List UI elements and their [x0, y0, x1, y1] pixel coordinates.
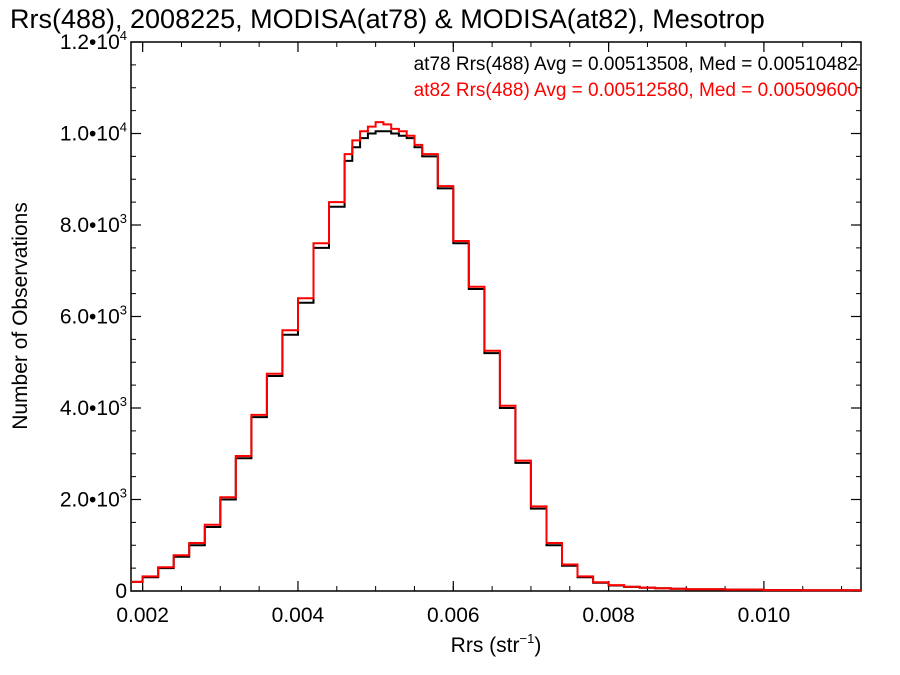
legend: at78 Rrs(488) Avg = 0.00513508, Med = 0.…	[414, 54, 858, 101]
x-tick-label: 0.010	[738, 604, 791, 627]
x-axis-label: Rrs (str−1)	[451, 631, 542, 657]
y-tick-label: 2.0•103	[60, 486, 127, 512]
x-tick-label: 0.008	[582, 604, 635, 627]
x-tick-label: 0.002	[116, 604, 169, 627]
series-line-at82	[131, 121, 862, 592]
legend-entry-at78: at78 Rrs(488) Avg = 0.00513508, Med = 0.…	[414, 54, 858, 75]
y-tick-label: 4.0•103	[60, 394, 127, 420]
plot-frame	[130, 41, 862, 592]
y-tick-label: 6.0•103	[60, 303, 127, 329]
y-tick-label: 8.0•103	[60, 211, 127, 237]
x-tick-label: 0.006	[427, 604, 480, 627]
y-tick-label: 0	[115, 580, 127, 603]
x-tick-label: 0.004	[272, 604, 325, 627]
y-tick-label: 1.2•104	[60, 28, 127, 54]
y-tick-label: 1.0•104	[60, 120, 127, 146]
legend-entry-at82: at82 Rrs(488) Avg = 0.00512580, Med = 0.…	[414, 80, 858, 101]
series-layer	[131, 121, 862, 592]
chart-title: Rrs(488), 2008225, MODISA(at78) & MODISA…	[10, 4, 765, 34]
axis-ticks: 0.002 0.004 0.006 0.008 0.010 0 2.0•103 4.0•103…	[60, 28, 861, 627]
series-line-at78	[131, 130, 862, 592]
plot-area	[130, 41, 862, 592]
y-axis-label: Number of Observations	[9, 202, 32, 430]
